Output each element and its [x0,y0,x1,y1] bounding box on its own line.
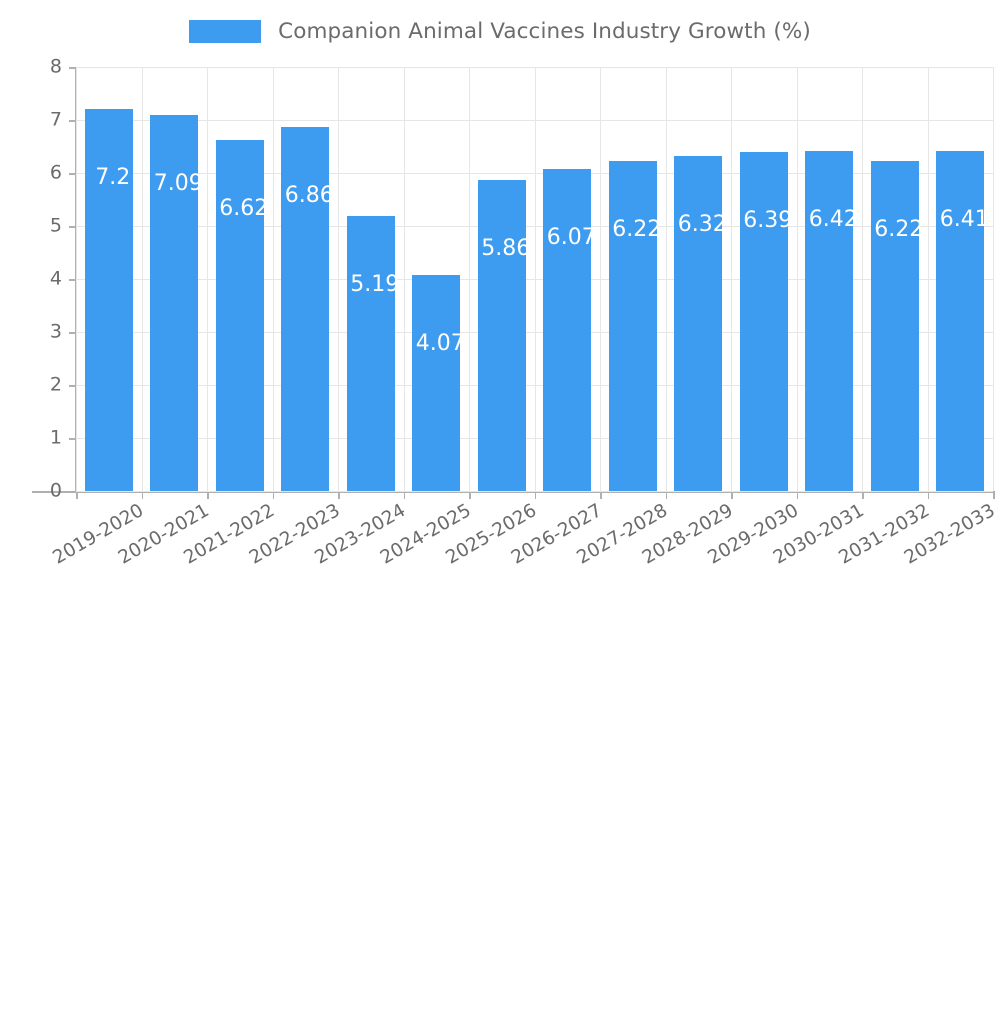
bar-value-label: 6.22 [874,217,924,243]
bar[interactable] [608,161,657,491]
bar-value-label: 6.62 [219,196,269,222]
bar-value-label: 6.07 [546,225,596,251]
x-axis-tick-mark [665,491,668,499]
y-axis-tick-label: 6 [49,161,62,184]
y-axis-tick-mark [69,438,76,440]
x-axis-tick-mark [600,491,602,499]
bar[interactable] [739,152,788,491]
x-axis-tick-mark [993,491,995,499]
x-gridline [665,67,667,491]
x-gridline [796,67,798,491]
x-gridline [338,67,339,491]
x-gridline [927,67,929,491]
chart-legend: Companion Animal Vaccines Industry Growt… [0,14,1000,48]
bar[interactable] [674,156,723,491]
y-axis-tick-mark [69,332,76,334]
y-axis-tick-mark [69,279,76,281]
x-gridline [534,67,536,491]
bar[interactable] [412,275,461,491]
bar-value-label: 6.42 [808,206,858,232]
x-gridline [600,67,601,491]
legend-color-swatch [189,19,262,43]
y-axis-tick-label: 5 [49,214,62,237]
x-gridline [76,67,77,491]
y-axis-tick-label: 4 [49,267,62,290]
x-axis-tick-mark [76,491,78,499]
y-axis-tick-label: 0 [49,479,62,502]
y-axis-tick-label: 8 [49,55,62,78]
y-axis-tick-mark [69,173,76,175]
bar-value-label: 7.2 [95,165,131,191]
y-axis-tick-mark [69,491,76,493]
x-gridline [141,67,143,491]
x-axis-tick-mark [534,491,537,499]
x-axis-tick-mark [338,491,340,499]
x-axis-tick-mark [796,491,799,499]
x-gridline [731,67,732,491]
legend-label: Companion Animal Vaccines Industry Growt… [278,18,811,44]
x-axis-tick-mark [272,491,275,499]
y-axis-tick-mark [69,67,76,69]
x-axis-tick-mark [927,491,930,499]
legend-item-companion-animal-vaccines[interactable]: Companion Animal Vaccines Industry Growt… [189,19,811,44]
bar[interactable] [150,115,199,491]
bar-value-label: 4.07 [415,331,465,357]
x-axis-tick-mark [862,491,864,499]
bar-value-label: 7.09 [153,171,203,197]
bar-value-label: 6.86 [284,183,334,209]
x-axis-tick-mark [141,491,144,499]
bar-value-label: 5.86 [481,236,531,262]
x-axis-tick-mark [403,491,406,499]
y-axis-tick-mark [69,385,76,387]
x-gridline [403,67,405,491]
bar[interactable] [215,140,264,491]
x-gridline [469,67,470,491]
x-gridline [272,67,274,491]
bar-chart: Companion Animal Vaccines Industry Growt… [0,14,1000,569]
bar-value-label: 6.39 [743,208,793,234]
bar[interactable] [346,215,395,491]
bar-value-label: 5.19 [350,271,400,297]
y-axis-tick-mark [69,120,76,122]
y-axis-tick-label: 3 [49,320,62,343]
bar[interactable] [805,150,854,491]
x-axis-tick-mark [207,491,209,499]
bar[interactable] [936,151,985,491]
bar[interactable] [281,127,330,491]
bar-value-label: 6.22 [612,217,662,243]
bar[interactable] [477,180,526,491]
x-axis-tick-mark [469,491,471,499]
bar[interactable] [84,109,133,491]
bar-value-label: 6.41 [939,207,989,233]
x-gridline [862,67,863,491]
y-axis-tick-mark [69,226,76,228]
plot-area: 7.2 7.09 6.62 6.86 5.19 4.07 5.86 6.07 6.22 6.32 6… [76,67,994,492]
y-axis-tick-label: 7 [49,108,62,131]
x-axis-tick-mark [731,491,733,499]
y-gridline [76,491,993,492]
bar[interactable] [543,169,592,491]
y-axis-tick-label: 1 [49,426,62,449]
x-gridline [993,67,994,491]
y-axis-tick-label: 2 [49,373,62,396]
x-gridline [207,67,208,491]
bar[interactable] [870,161,919,491]
bar-value-label: 6.32 [677,212,727,238]
